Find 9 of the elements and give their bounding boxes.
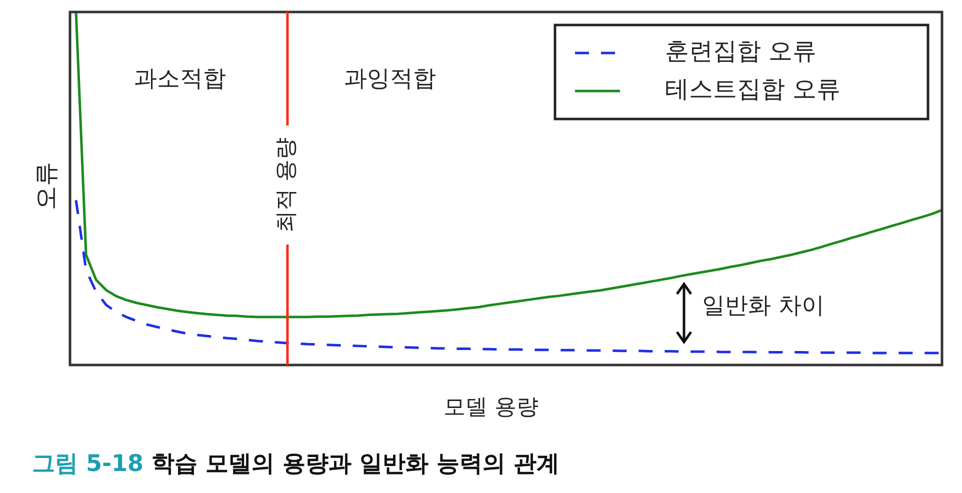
- annotation: 과잉적합: [344, 66, 436, 92]
- annotation: 일반화 차이: [702, 292, 824, 319]
- legend-label: 훈련집합 오류: [665, 37, 817, 66]
- y-axis-title: 오류: [31, 162, 61, 210]
- legend-label: 테스트집합 오류: [665, 75, 841, 104]
- annotation: 최적 용량: [274, 138, 300, 232]
- text: 그림 5-18 학습 모델의 용량과 일반화 능력의 관계: [32, 451, 560, 477]
- annotation: 과소적합: [134, 66, 226, 92]
- x-axis-title: 모델 용량: [442, 394, 540, 422]
